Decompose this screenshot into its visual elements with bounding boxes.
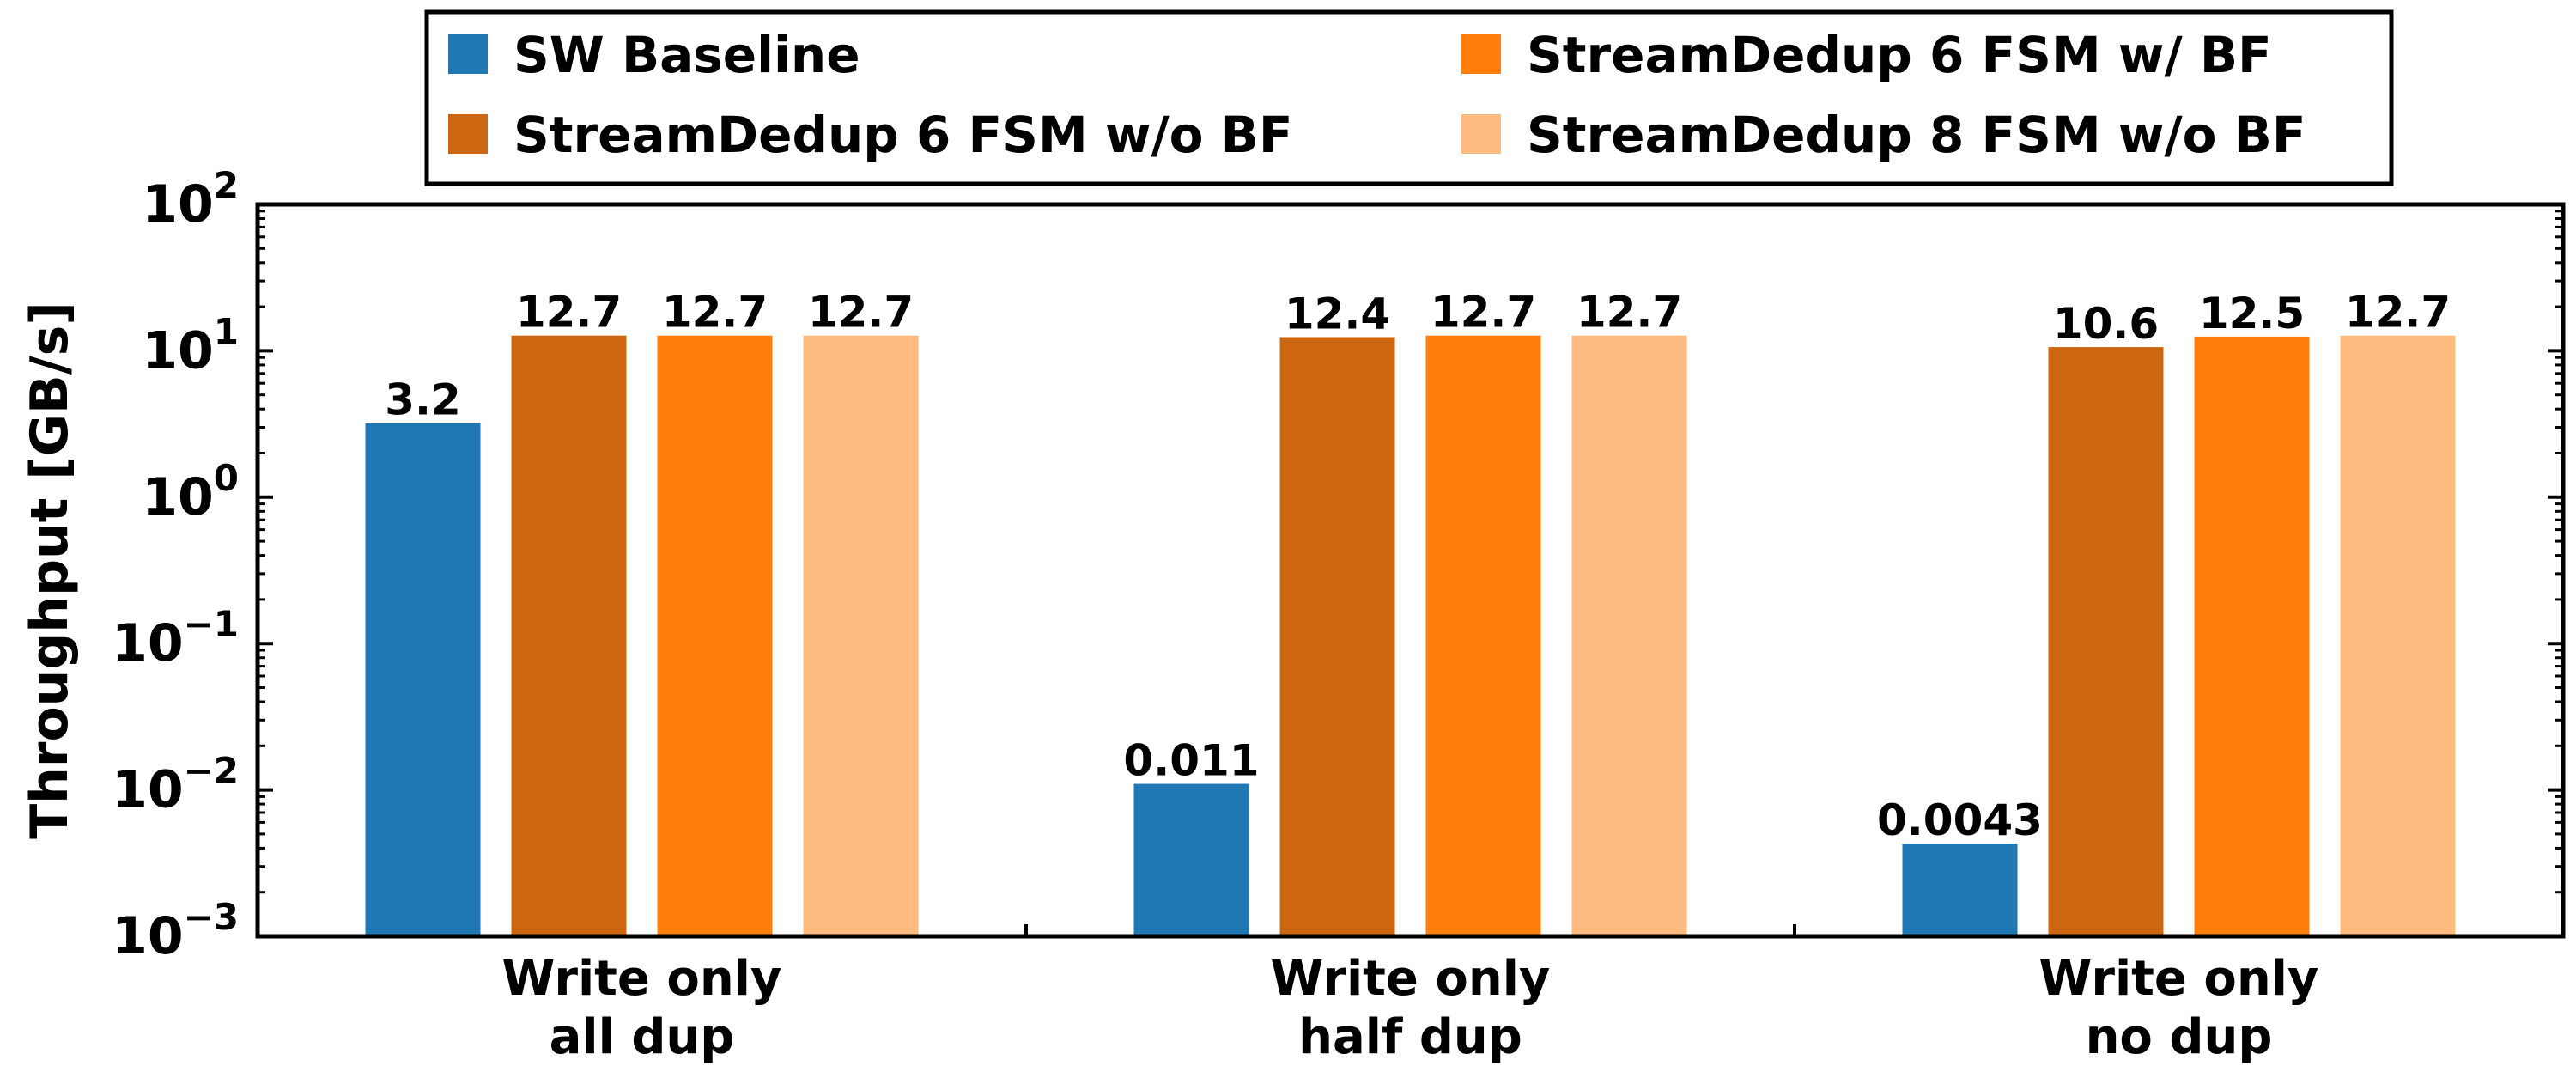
data-label: 0.0043: [1877, 795, 2043, 845]
y-tick-label: 10−1: [112, 603, 239, 673]
x-tick-label: Write only: [2039, 951, 2319, 1007]
y-tick-base: 10: [112, 906, 184, 966]
data-label: 12.7: [662, 288, 768, 338]
bar: [1425, 335, 1541, 936]
data-label: 12.5: [2199, 289, 2305, 338]
x-tick-label: no dup: [2086, 1009, 2273, 1065]
y-tick-label: 10−2: [112, 750, 239, 820]
x-tick-label: Write only: [502, 951, 782, 1007]
bars: [365, 335, 2456, 937]
bar: [803, 335, 919, 936]
bar: [365, 423, 481, 937]
x-tick-label: Write only: [1271, 951, 1551, 1007]
data-label: 0.011: [1123, 736, 1259, 786]
y-tick-base: 10: [142, 320, 214, 381]
data-label: 12.7: [1431, 288, 1536, 338]
y-tick-base: 10: [112, 760, 184, 820]
legend-swatch: [1461, 114, 1501, 154]
data-label: 12.7: [1577, 288, 1682, 338]
bar: [2194, 336, 2310, 936]
y-tick-exponent: −2: [184, 750, 239, 792]
legend-swatch: [448, 34, 488, 74]
y-tick-base: 10: [142, 174, 214, 234]
legend-swatch: [1461, 34, 1501, 74]
data-label: 12.4: [1285, 289, 1390, 338]
plot-frame: [255, 202, 2566, 939]
y-tick-exponent: −3: [184, 896, 239, 938]
x-tick-label: all dup: [550, 1009, 735, 1065]
data-label: 3.2: [385, 375, 461, 425]
y-axis-label: Throughput [GB/s]: [20, 301, 80, 839]
data-label: 10.6: [2053, 299, 2159, 349]
legend-label: StreamDedup 6 FSM w/o BF: [513, 106, 1293, 164]
bar: [1571, 335, 1687, 936]
y-tick-exponent: −1: [184, 603, 239, 645]
data-label: 12.7: [2345, 288, 2451, 338]
x-tick-label: half dup: [1298, 1009, 1522, 1065]
y-tick-label: 100: [142, 457, 239, 527]
legend-swatch: [448, 114, 488, 154]
y-tick-exponent: 0: [214, 457, 239, 499]
bar: [2048, 347, 2164, 936]
legend-label: SW Baseline: [513, 26, 860, 84]
bar: [657, 335, 773, 936]
legend-box: [424, 9, 2394, 186]
y-tick-base: 10: [112, 613, 184, 673]
y-tick-label: 10−3: [112, 896, 239, 966]
bar: [2340, 335, 2456, 936]
y-tick-base: 10: [142, 467, 214, 527]
bar: [1279, 337, 1395, 936]
legend: SW Baseline StreamDedup 6 FSM w/ BF Stream…: [424, 9, 2394, 186]
data-label: 12.7: [516, 288, 622, 338]
y-tick-label: 101: [142, 310, 239, 381]
legend-label: StreamDedup 8 FSM w/o BF: [1527, 106, 2306, 164]
bar: [1133, 783, 1249, 936]
data-labels: 3.2 12.7 12.7 12.7 0.011 12.4 12.7 12.7 0.0043 10…: [385, 288, 2451, 845]
bar: [1902, 844, 2018, 936]
legend-label: StreamDedup 6 FSM w/ BF: [1527, 26, 2272, 84]
y-tick-label: 102: [142, 164, 239, 234]
data-label: 12.7: [808, 288, 914, 338]
bar: [511, 335, 627, 936]
y-tick-exponent: 1: [214, 310, 239, 352]
y-tick-exponent: 2: [214, 164, 239, 206]
